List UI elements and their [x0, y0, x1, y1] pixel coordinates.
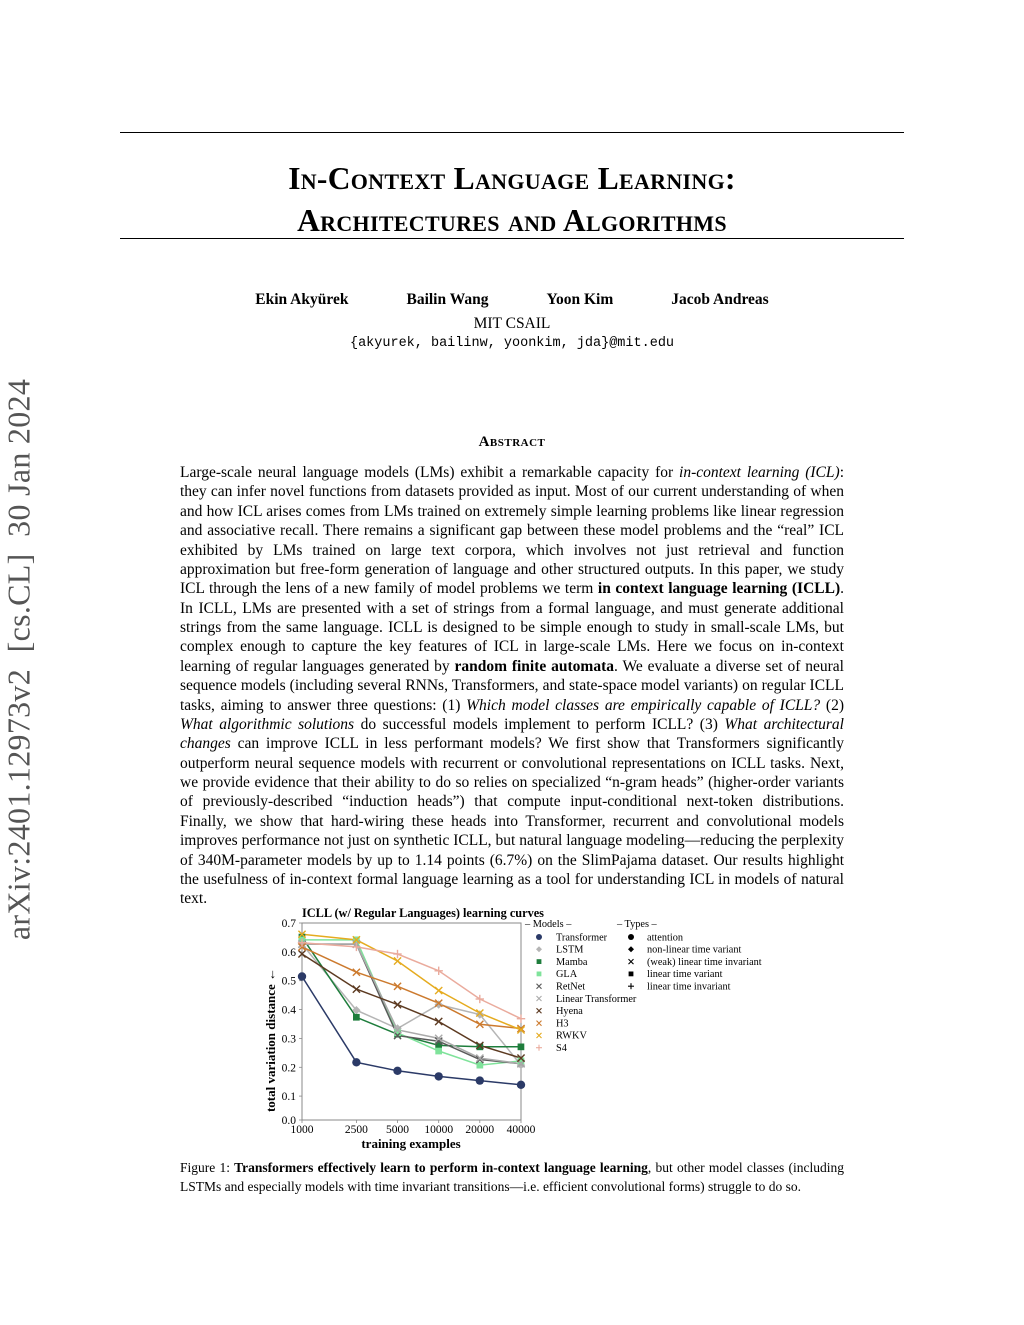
svg-text:5000: 5000: [386, 1124, 409, 1136]
svg-text:40000: 40000: [507, 1124, 536, 1136]
svg-text:total variation distance ←: total variation distance ←: [263, 968, 278, 1112]
svg-text:0.1: 0.1: [282, 1091, 297, 1103]
svg-text:S4: S4: [556, 1043, 567, 1054]
svg-text:2500: 2500: [345, 1124, 368, 1136]
svg-text:10000: 10000: [424, 1124, 453, 1136]
svg-text:0.5: 0.5: [282, 976, 297, 988]
svg-text:attention: attention: [647, 932, 683, 943]
svg-text:LSTM: LSTM: [556, 945, 583, 956]
svg-text:0.6: 0.6: [282, 947, 297, 959]
svg-text:– Models –: – Models –: [524, 919, 572, 930]
svg-text:linear time variant: linear time variant: [647, 969, 723, 980]
svg-text:Hyena: Hyena: [556, 1006, 583, 1017]
svg-text:Transformer: Transformer: [556, 932, 608, 943]
svg-text:GLA: GLA: [556, 969, 578, 980]
svg-text:ICLL (w/ Regular Languages) le: ICLL (w/ Regular Languages) learning cur…: [302, 906, 544, 920]
svg-text:(weak) linear time invariant: (weak) linear time invariant: [647, 957, 762, 968]
svg-text:– Types –: – Types –: [616, 919, 658, 930]
svg-text:0.4: 0.4: [282, 1005, 297, 1017]
svg-text:non-linear time variant: non-linear time variant: [647, 945, 741, 956]
svg-text:training examples: training examples: [361, 1136, 460, 1151]
svg-text:20000: 20000: [465, 1124, 494, 1136]
svg-text:RWKV: RWKV: [556, 1031, 587, 1042]
svg-text:0.2: 0.2: [282, 1062, 297, 1074]
svg-text:RetNet: RetNet: [556, 982, 585, 993]
svg-text:1000: 1000: [291, 1124, 314, 1136]
svg-text:H3: H3: [556, 1018, 569, 1029]
svg-text:0.3: 0.3: [282, 1033, 297, 1045]
svg-text:Linear Transformer: Linear Transformer: [556, 994, 637, 1005]
svg-text:linear time invariant: linear time invariant: [647, 982, 731, 993]
svg-text:0.7: 0.7: [282, 918, 297, 930]
svg-text:Mamba: Mamba: [556, 957, 588, 968]
